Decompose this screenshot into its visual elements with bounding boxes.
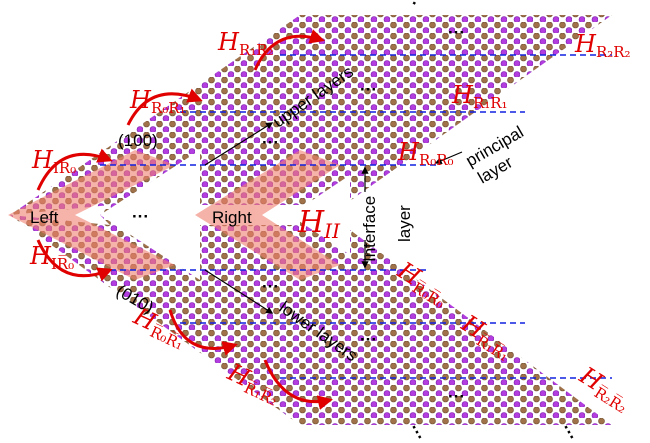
diagram: HR₁R₂ HR₀R₁ HIR₀ HR₁R₁ HR₂R₂ HR₀R₀ HII H… xyxy=(0,0,650,443)
region-label: Right xyxy=(212,208,252,227)
ellipsis: ··· xyxy=(360,80,377,99)
region-label: Interface xyxy=(360,196,379,262)
ellipsis: ··· xyxy=(448,23,465,42)
subscript: R₀R₀ xyxy=(419,151,454,169)
h-label: HIR₀ xyxy=(31,146,76,177)
symbol: H xyxy=(397,138,420,166)
ellipsis: ··· xyxy=(132,207,149,226)
h-label: HR₁R₂ xyxy=(217,28,274,59)
h-label: HR₂R₂ xyxy=(574,30,631,61)
symbol: H xyxy=(297,205,325,240)
subscript: R₂R₂ xyxy=(596,43,631,61)
symbol: H xyxy=(29,242,52,270)
subscript: II xyxy=(323,219,341,243)
symbol: H xyxy=(31,146,54,174)
subscript: IR₀ xyxy=(53,159,76,177)
ellipsis: ··· xyxy=(448,387,465,406)
symbol: H xyxy=(451,81,474,109)
ellipsis: ··· xyxy=(262,277,279,296)
subscript: R̅₂R̅₂ xyxy=(591,383,630,417)
region-label: Left xyxy=(30,208,59,227)
ellipsis: ··· xyxy=(262,133,279,152)
symbol: H xyxy=(217,28,240,56)
h-label: HR₀R₁ xyxy=(129,86,186,117)
region-label: layer xyxy=(395,205,414,242)
subscript: R₁R₁ xyxy=(473,94,508,112)
symbol: H xyxy=(129,86,152,114)
subscript: R₀R₁ xyxy=(151,99,186,117)
direction-label: (100) xyxy=(118,131,158,150)
ellipsis: ··· xyxy=(360,330,377,349)
symbol: H xyxy=(574,30,597,58)
subscript: IR̅₀ xyxy=(51,254,74,273)
ellipsis: ··· xyxy=(405,0,430,10)
subscript: R₁R₂ xyxy=(239,41,274,59)
